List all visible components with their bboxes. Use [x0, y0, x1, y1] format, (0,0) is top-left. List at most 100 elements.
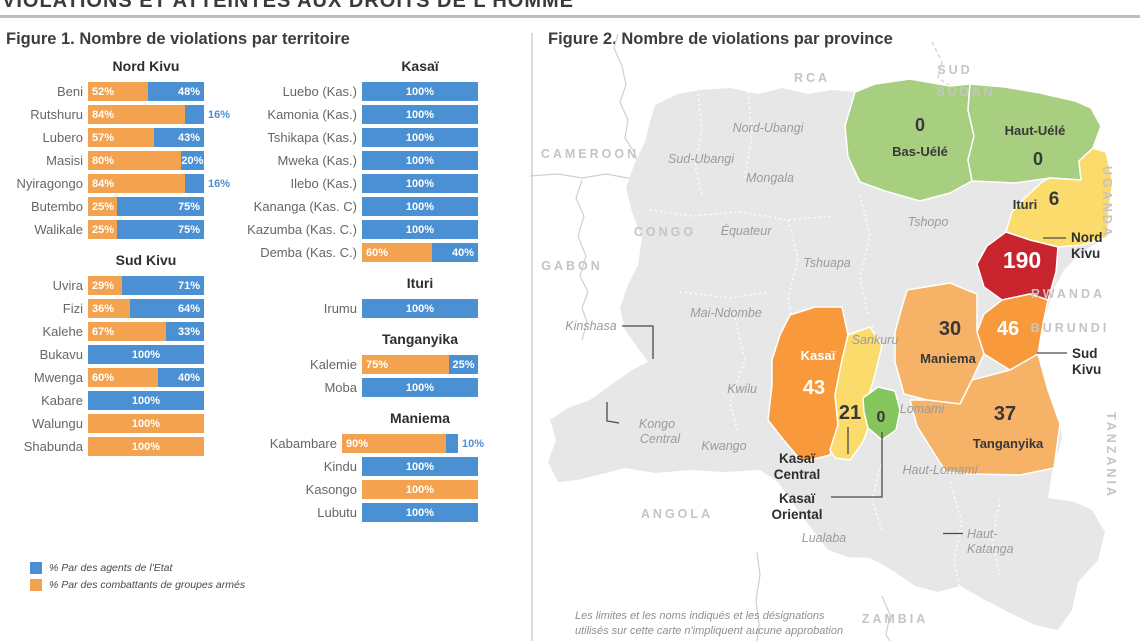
province-shape-kasai-central: [829, 326, 883, 461]
bar-segment-state-agents: 100%: [362, 378, 478, 397]
title-divider: [0, 15, 1140, 18]
territory-label: Kalemie: [310, 357, 357, 372]
country-borders: [530, 33, 951, 641]
country-label: BURUNDI: [1031, 321, 1110, 335]
stacked-bar: 60% 40%: [362, 243, 478, 262]
territory-row: Lubutu 100%: [244, 503, 484, 522]
country-label: ZAMBIA: [862, 612, 929, 626]
stacked-bar: 67% 33%: [88, 322, 204, 341]
stacked-bar: 100%: [362, 128, 478, 147]
bar-segment-state-agents: 100%: [88, 345, 204, 364]
stacked-bar: 25% 75%: [88, 220, 204, 239]
province-group-header: Sud Kivu: [115, 252, 177, 268]
country-label: GABON: [541, 259, 603, 273]
region-name-nord-kivu: Kivu: [1071, 246, 1100, 261]
chart-column-right: Kasaï Luebo (Kas.) 100% Kamonia (Kas.) 100% T…: [244, 58, 484, 526]
territory-row: Kananga (Kas. C) 100%: [244, 197, 484, 216]
province-label: Haut-Lomami: [902, 463, 978, 477]
territory-row: Beni 52% 48%: [2, 82, 234, 101]
territory-label: Shabunda: [23, 439, 83, 454]
bar-segment-armed-groups: 67%: [88, 322, 166, 341]
drc-map: RCA SUD SUDAN CAMEROON CONGO GABON UGANDA RWAND…: [530, 33, 1118, 641]
region-name-nord-kivu: Nord: [1071, 230, 1103, 245]
bar-segment-state-agents: 20%: [180, 151, 204, 170]
territory-label: Moba: [324, 380, 357, 395]
territory-row: Lubero 57% 43%: [2, 128, 234, 147]
country-label: RWANDA: [1031, 287, 1105, 301]
province-label: Nord-Ubangi: [733, 121, 805, 135]
stacked-bar: 75% 25%: [362, 355, 478, 374]
bar-segment-armed-groups: 29%: [88, 276, 122, 295]
map-labels: RCA SUD SUDAN CAMEROON CONGO GABON UGANDA RWAND…: [541, 63, 1118, 637]
region-name-bas-uele: Bas-Uélé: [892, 144, 948, 159]
province-label: Mongala: [746, 171, 794, 185]
bar-segment-state-agents: 100%: [362, 299, 478, 318]
territory-row: Bukavu 100%: [2, 345, 234, 364]
territory-row: Kalemie 75% 25%: [244, 355, 484, 374]
territory-label: Rutshuru: [30, 107, 83, 122]
territory-label: Uvira: [52, 278, 83, 293]
bar-segment-armed-groups: 60%: [88, 368, 158, 387]
bar-segment-state-agents: 100%: [362, 457, 478, 476]
territory-row: Ilebo (Kas.) 100%: [244, 174, 484, 193]
region-value-kasai-central: 21: [839, 402, 861, 424]
province-label: Kwilu: [727, 382, 757, 396]
stacked-bar: 100%: [362, 82, 478, 101]
bar-segment-armed-groups: 84%: [88, 105, 186, 124]
country-label: CAMEROON: [541, 147, 639, 161]
bar-segment-armed-groups: 57%: [88, 128, 155, 147]
territory-label: Kalehe: [42, 324, 83, 339]
territory-label: Kamonia (Kas.): [267, 107, 357, 122]
stacked-bar: 100%: [88, 345, 204, 364]
bar-segment-state-agents: 48%: [148, 82, 204, 101]
country-label: CONGO: [634, 225, 696, 239]
region-name-maniema: Maniema: [920, 351, 976, 366]
province-group-header: Tanganyika: [382, 331, 458, 347]
stacked-bar: 84%: [88, 174, 204, 193]
region-name-kasai-oriental: Kasaï: [779, 491, 816, 506]
region-value-kasai: 43: [803, 377, 825, 399]
territory-label: Lubero: [42, 130, 83, 145]
territory-row: Luebo (Kas.) 100%: [244, 82, 484, 101]
leader-kongo-central: [606, 402, 620, 424]
territory-row: Fizi 36% 64%: [2, 299, 234, 318]
bar-segment-armed-groups: 36%: [88, 299, 130, 318]
territory-row: Kasongo 100%: [244, 480, 484, 499]
province-label: Lualaba: [802, 531, 847, 545]
stacked-bar: 100%: [88, 391, 204, 410]
bar-segment-state-agents: 64%: [129, 299, 204, 318]
province-group-header: Maniema: [390, 410, 450, 426]
legend-item: % Par des agents de l'Etat: [30, 562, 245, 574]
bar-segment-state-outside-label: 16%: [208, 108, 231, 121]
stacked-bar: 100%: [88, 414, 204, 433]
bar-segment-state-agents: 100%: [362, 128, 478, 147]
stacked-bar: 100%: [362, 378, 478, 397]
map-disclaimer-note: utilisés sur cette carte n'impliquent au…: [575, 625, 843, 637]
territory-row: Kamonia (Kas.) 100%: [244, 105, 484, 124]
region-value-ituri: 6: [1049, 189, 1060, 210]
bar-segment-state-agents: 40%: [157, 368, 204, 387]
territory-row: Uvira 29% 71%: [2, 276, 234, 295]
territory-row: Kazumba (Kas. C.) 100%: [244, 220, 484, 239]
bar-segment-state-agents: 33%: [165, 322, 204, 341]
territory-label: Mwenga: [33, 370, 83, 385]
bar-segment-state-outside-label: 16%: [208, 177, 231, 190]
province-label: Sud-Ubangi: [668, 152, 735, 166]
territory-label: Kananga (Kas. C): [253, 199, 357, 214]
bar-segment-state-agents: 100%: [362, 220, 478, 239]
territory-row: Demba (Kas. C.) 60% 40%: [244, 243, 484, 262]
bar-segment-state-agents: 100%: [362, 82, 478, 101]
bar-segment-state-agents: [446, 434, 458, 453]
stacked-bar: 100%: [362, 299, 478, 318]
legend-item: % Par des combattants de groupes armés: [30, 579, 245, 591]
stacked-bar: 100%: [362, 151, 478, 170]
territory-row: Irumu 100%: [244, 299, 484, 318]
region-name-tanganyika: Tanganyika: [973, 436, 1044, 451]
bar-segment-armed-groups: 52%: [88, 82, 149, 101]
region-name-kasai: Kasaï: [801, 348, 836, 363]
territory-label: Butembo: [30, 199, 83, 214]
province-label: Tshuapa: [803, 256, 851, 270]
territory-row: Kabambare 90% 10%: [244, 434, 484, 453]
territory-label: Beni: [56, 84, 83, 99]
stacked-bar: 100%: [362, 220, 478, 239]
